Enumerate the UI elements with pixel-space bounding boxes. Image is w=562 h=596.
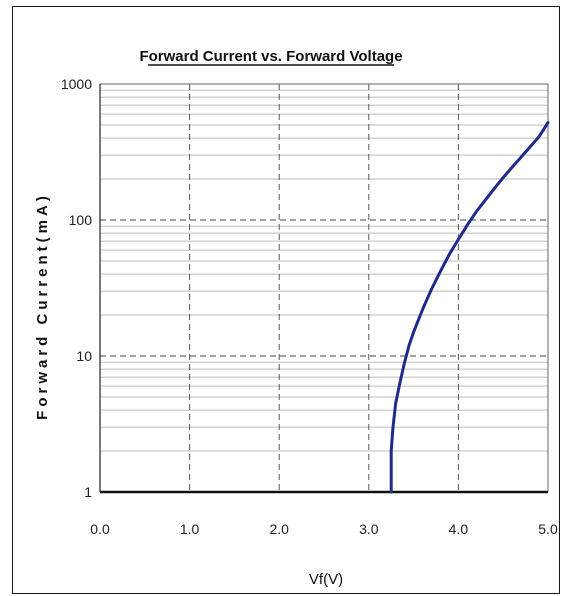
y-tick-label: 1000 xyxy=(61,76,92,92)
x-tick-label: 3.0 xyxy=(359,521,379,537)
series-layer xyxy=(389,121,550,494)
y-tick-labels: 1 10 100 1000 xyxy=(61,76,92,500)
major-gridlines xyxy=(100,84,548,492)
series-line xyxy=(389,121,550,494)
x-tick-labels: 0.0 1.0 2.0 3.0 4.0 5.0 xyxy=(90,521,558,537)
x-tick-label: 1.0 xyxy=(180,521,200,537)
chart-title: Forward Current vs. Forward Voltage xyxy=(139,48,402,65)
x-tick-label: 5.0 xyxy=(538,521,558,537)
plot-border xyxy=(99,83,549,494)
y-tick-label: 100 xyxy=(69,212,93,228)
chart-frame xyxy=(12,6,560,594)
y-axis-label: Forward Current(mA) xyxy=(34,192,51,420)
y-tick-label: 1 xyxy=(84,484,92,500)
x-tick-label: 4.0 xyxy=(449,521,469,537)
x-tick-label: 2.0 xyxy=(269,521,289,537)
y-tick-label: 10 xyxy=(76,348,92,364)
x-axis-label: Vf(V) xyxy=(309,571,343,588)
minor-gridlines xyxy=(100,89,548,452)
x-tick-label: 0.0 xyxy=(90,521,110,537)
